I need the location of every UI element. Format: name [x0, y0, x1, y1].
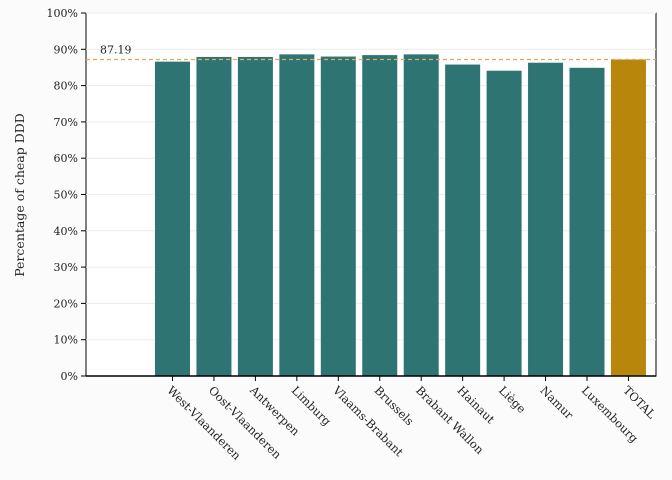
bar	[155, 61, 190, 376]
x-tick-label: TOTAL	[620, 383, 658, 421]
y-tick-label: 50%	[54, 189, 78, 202]
bar	[445, 64, 481, 377]
y-axis: 0% 10% 20% 30% 40% 50% 60% 70% 80% 90% 100%	[47, 7, 86, 383]
y-tick-label: 100%	[47, 7, 78, 20]
bars	[155, 54, 646, 377]
reference-line-group: 87.19	[86, 44, 656, 61]
y-tick-label: 10%	[54, 334, 78, 347]
y-tick-label: 20%	[54, 297, 78, 310]
y-tick-label: 90%	[54, 43, 78, 56]
y-tick-label: 80%	[54, 80, 78, 93]
y-tick-label: 40%	[54, 225, 78, 238]
y-tick-label: 70%	[54, 116, 78, 129]
y-axis-title: Percentage of cheap DDD	[12, 113, 27, 277]
x-axis-labels: West-VlaanderenOost-VlaanderenAntwerpenL…	[164, 376, 659, 463]
bar	[362, 55, 398, 376]
bar-total	[610, 59, 646, 376]
bar	[279, 54, 315, 377]
bar	[403, 54, 439, 377]
x-tick-label: Liège	[496, 383, 529, 416]
bar	[196, 56, 232, 376]
x-tick-label: Oost-Vlaanderen	[206, 383, 285, 462]
bar	[320, 56, 356, 377]
x-tick-label: Vlaams-Brabant	[329, 383, 406, 460]
x-tick-label: West-Vlaanderen	[164, 383, 244, 463]
reference-line-label: 87.19	[100, 44, 132, 57]
bar	[486, 70, 522, 376]
bar	[528, 62, 564, 377]
y-tick-label: 0%	[61, 370, 78, 383]
bar	[237, 56, 273, 376]
x-tick-label: Namur	[537, 383, 576, 422]
bar	[569, 67, 605, 377]
y-tick-label: 60%	[54, 152, 78, 165]
y-tick-label: 30%	[54, 261, 78, 274]
